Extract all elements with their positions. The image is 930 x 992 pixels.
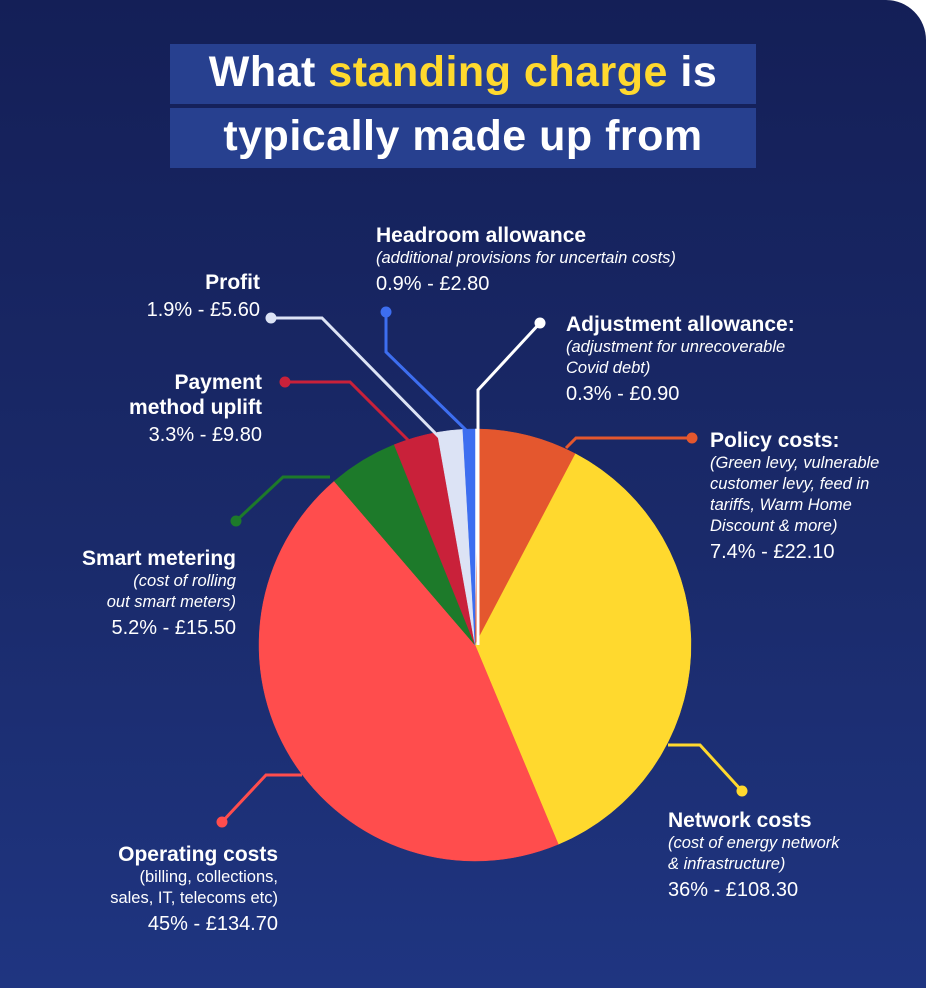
slice-value: 1.9% - £5.60 bbox=[146, 299, 260, 321]
slice-name: Headroom allowance bbox=[376, 224, 587, 247]
leader-line bbox=[384, 312, 470, 434]
slice-name: Profit bbox=[205, 271, 260, 294]
slice-description: (Green levy, vulnerable bbox=[710, 454, 880, 472]
slice-name: Payment bbox=[174, 371, 262, 394]
slice-value: 45% - £134.70 bbox=[147, 913, 278, 935]
leader-line bbox=[220, 773, 302, 824]
leader-line bbox=[476, 321, 542, 645]
leader-line bbox=[234, 475, 330, 523]
pie-slice-headroom-allowance bbox=[462, 428, 476, 646]
label-adjustment-allowance: Adjustment allowance: (adjustment for un… bbox=[566, 312, 866, 408]
label-profit: Profit 1.9% - £5.60 bbox=[60, 270, 260, 324]
title-line-1: What standing charge is bbox=[170, 44, 756, 104]
pie-slice-operating-costs bbox=[258, 480, 559, 862]
leader-dot bbox=[534, 317, 546, 329]
slice-value: 0.9% - £2.80 bbox=[376, 273, 490, 295]
slice-description: tariffs, Warm Home bbox=[710, 496, 852, 514]
slice-description: (adjustment for unrecoverable bbox=[566, 338, 786, 356]
label-policy-costs: Policy costs: (Green levy, vulnerable cu… bbox=[710, 428, 920, 566]
leader-dot bbox=[279, 376, 291, 388]
slice-name: Network costs bbox=[668, 809, 812, 832]
slice-description: out smart meters) bbox=[106, 593, 236, 611]
leader-line bbox=[285, 380, 410, 442]
slice-description: (additional provisions for uncertain cos… bbox=[376, 249, 676, 267]
slice-description: Covid debt) bbox=[566, 359, 651, 377]
slice-description: (cost of rolling bbox=[133, 572, 236, 590]
slice-value: 36% - £108.30 bbox=[668, 879, 799, 901]
leader-dot bbox=[265, 312, 277, 324]
leader-dot bbox=[216, 816, 228, 828]
slice-value: 0.3% - £0.90 bbox=[566, 383, 680, 405]
leader-dot bbox=[736, 785, 748, 797]
slice-value: 7.4% - £22.10 bbox=[710, 541, 835, 563]
slice-value: 3.3% - £9.80 bbox=[148, 424, 262, 446]
slice-description: customer levy, feed in bbox=[710, 475, 870, 493]
leader-line bbox=[668, 743, 744, 793]
title-text-end: is bbox=[667, 48, 718, 96]
leader-line bbox=[564, 436, 692, 450]
pie-slice-policy-costs bbox=[474, 428, 576, 646]
pie-slice-network-costs bbox=[474, 453, 692, 845]
label-smart-metering: Smart metering (cost of rolling out smar… bbox=[30, 546, 236, 642]
title-line-2: typically made up from bbox=[170, 108, 756, 168]
slice-name: Policy costs: bbox=[710, 429, 840, 452]
slice-name: Smart metering bbox=[81, 547, 236, 570]
slice-description: (cost of energy network bbox=[668, 834, 840, 852]
slice-value: 5.2% - £15.50 bbox=[111, 617, 236, 639]
label-headroom-allowance: Headroom allowance (additional provision… bbox=[376, 223, 776, 298]
label-network-costs: Network costs (cost of energy network & … bbox=[668, 808, 908, 904]
leader-line bbox=[271, 316, 442, 440]
slice-name: Adjustment allowance: bbox=[566, 313, 795, 336]
slice-description: & infrastructure) bbox=[668, 855, 786, 873]
slice-description: sales, IT, telecoms etc) bbox=[110, 889, 278, 907]
title-text: What bbox=[208, 48, 329, 96]
leader-dot bbox=[380, 306, 392, 318]
slice-name: Operating costs bbox=[118, 843, 278, 866]
slice-name: method uplift bbox=[129, 396, 262, 419]
leader-dot bbox=[230, 515, 242, 527]
label-payment-method-uplift: Payment method uplift 3.3% - £9.80 bbox=[60, 370, 262, 449]
leader-dot bbox=[686, 432, 698, 444]
title-highlight: standing charge bbox=[328, 48, 668, 96]
label-operating-costs: Operating costs (billing, collections, s… bbox=[40, 842, 278, 938]
slice-description: (billing, collections, bbox=[139, 868, 278, 886]
slice-description: Discount & more) bbox=[710, 517, 838, 535]
